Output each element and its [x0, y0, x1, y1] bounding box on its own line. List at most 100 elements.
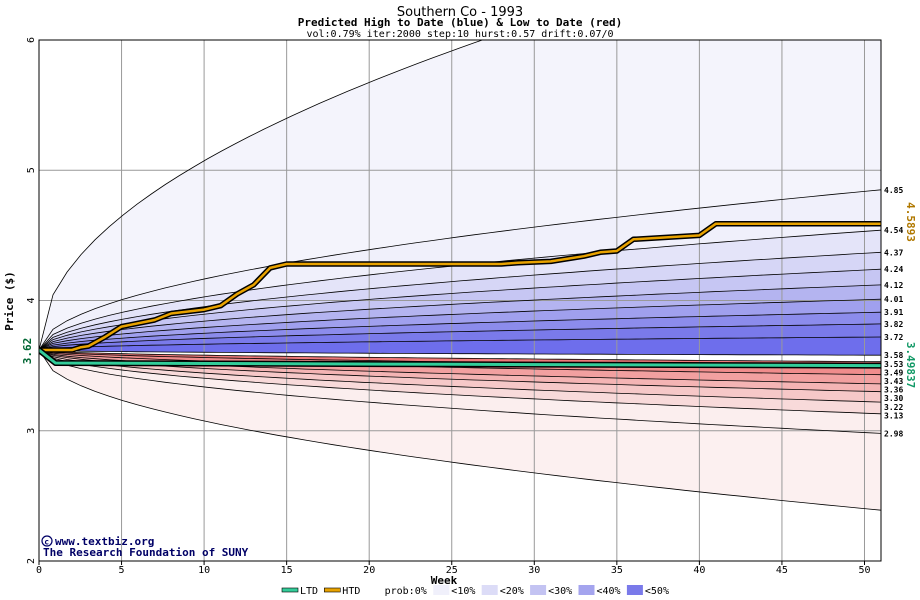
legend-swatch [626, 585, 643, 595]
x-tick-label: 0 [36, 565, 42, 576]
low-band-outer [39, 350, 881, 511]
y-tick-label: 5 [26, 167, 37, 173]
quantile-line [39, 284, 881, 351]
quantile-line [39, 189, 881, 351]
x-tick-label: 15 [281, 565, 293, 576]
chart-subtitle: Predicted High to Date (blue) & Low to D… [298, 16, 623, 29]
legend: LTD HTD prob:0% <10% <20% <30% <40% <50% [281, 585, 669, 597]
copyright-glyph: c [44, 538, 49, 547]
right-quantile-label: 4.24 [884, 265, 903, 274]
quantile-line [39, 349, 881, 376]
y-tick-label: 2 [26, 558, 37, 564]
quantile-line [39, 268, 881, 351]
legend-swatch [481, 585, 498, 595]
high-to-date-line [39, 222, 881, 352]
final-high-label: 4.5893 [904, 202, 917, 242]
low-band-5 [39, 350, 881, 403]
right-quantile-label: 4.85 [884, 186, 903, 195]
x-tick-label: 10 [198, 565, 210, 576]
right-quantile-label: 3.72 [884, 333, 903, 342]
y-tick-label: 4 [26, 297, 37, 303]
x-tick-label: 30 [528, 565, 540, 576]
band-group [39, 40, 881, 561]
right-quantile-label: 4.54 [884, 226, 903, 235]
chart-title: Southern Co - 1993 [397, 5, 523, 20]
right-quantile-label: 2.98 [884, 429, 903, 438]
x-tick-label: 5 [119, 565, 125, 576]
x-tick-label: 35 [611, 565, 623, 576]
legend-label: <10% [451, 586, 475, 597]
y-axis-label: Price ($) [3, 271, 16, 331]
legend-swatch [366, 585, 383, 595]
y-tick-label: 3 [26, 428, 37, 434]
legend-swatch [578, 585, 595, 595]
right-quantile-label: 3.49 [884, 368, 903, 377]
high-band-0 [39, 189, 881, 350]
quantile-line [39, 336, 881, 351]
high-band-3 [39, 269, 881, 350]
low-band-3 [39, 350, 881, 384]
quantile-line [39, 349, 881, 403]
right-quantile-label: 3.13 [884, 411, 903, 420]
high-band-5 [39, 299, 881, 350]
legend-swatch [323, 587, 341, 593]
right-quantile-label: 3.58 [884, 351, 903, 360]
credits: c www.textbiz.org The Research Foundatio… [41, 535, 249, 559]
quantile-line [39, 40, 484, 351]
low-band-6 [39, 350, 881, 414]
quantile-line [39, 323, 881, 351]
right-quantile-label: 3.53 [884, 360, 903, 369]
quantile-line [39, 349, 881, 363]
right-quantile-label: 3.43 [884, 377, 903, 386]
quantile-line [39, 298, 881, 351]
legend-swatch [433, 585, 450, 595]
x-tick-label: 50 [858, 565, 870, 576]
legend-label: prob:0% [385, 586, 427, 597]
quantile-line [39, 349, 881, 356]
high-band-8 [39, 337, 881, 356]
high-band-1 [39, 230, 881, 350]
legend-swatch [530, 585, 547, 595]
right-quantile-label: 3.82 [884, 320, 903, 329]
right-quantile-label: 3.22 [884, 403, 903, 412]
right-quantile-label: 4.37 [884, 248, 903, 257]
quantile-line [39, 349, 881, 393]
legend-label: HTD [342, 586, 360, 597]
y-tick-label: 6 [26, 37, 37, 43]
quantile-line [39, 349, 881, 511]
x-tick-label: 25 [446, 565, 458, 576]
low-band-4 [39, 350, 881, 392]
right-quantile-label: 3.36 [884, 386, 903, 395]
x-tick-label: 40 [693, 565, 705, 576]
high-band-4 [39, 284, 881, 350]
high-band-6 [39, 312, 881, 350]
copyright-icon [41, 535, 53, 547]
x-tick-label: 45 [776, 565, 788, 576]
legend-label: <30% [548, 586, 572, 597]
start-price-label: 3.62 [21, 338, 34, 365]
plot-area: 0 5 10 15 20 25 30 35 40 45 50234564.854.544.374.2… [26, 37, 903, 576]
quantile-line [39, 349, 881, 434]
right-quantile-label: 4.12 [884, 281, 903, 290]
low-band-7 [39, 350, 881, 434]
final-low-label: 3.49837 [904, 342, 917, 388]
low-to-date-line [39, 348, 881, 368]
right-quantile-label: 4.01 [884, 295, 903, 304]
legend-label: <50% [645, 586, 669, 597]
legend-swatch [281, 587, 299, 593]
credit-site[interactable]: www.textbiz.org [55, 535, 154, 548]
legend-label: <40% [597, 586, 621, 597]
right-quantile-label: 3.91 [884, 308, 903, 317]
right-quantile-label: 3.30 [884, 394, 903, 403]
high-band-2 [39, 252, 881, 350]
legend-label: <20% [500, 586, 524, 597]
high-band-outer [39, 40, 881, 350]
credit-org: The Research Foundation of SUNY [43, 546, 249, 559]
quantile-line [39, 349, 881, 415]
plot-frame [38, 39, 882, 562]
quantile-line [39, 311, 881, 351]
x-axis-label: Week [431, 574, 458, 587]
x-tick-label: 20 [363, 565, 375, 576]
legend-label: LTD [300, 586, 318, 597]
